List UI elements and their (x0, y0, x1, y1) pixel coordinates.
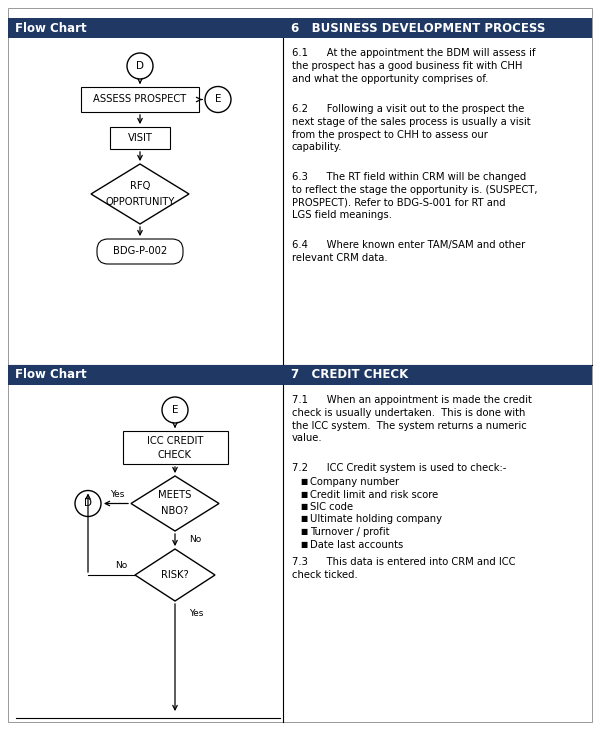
Text: 7.2      ICC Credit system is used to check:-: 7.2 ICC Credit system is used to check:- (292, 463, 506, 473)
Text: ICC CREDIT: ICC CREDIT (147, 436, 203, 445)
Text: 6.2      Following a visit out to the prospect the
next stage of the sales proce: 6.2 Following a visit out to the prospec… (292, 104, 530, 153)
Text: ■: ■ (300, 539, 307, 548)
Text: ■: ■ (300, 515, 307, 523)
Polygon shape (135, 549, 215, 601)
Text: Ultimate holding company: Ultimate holding company (310, 515, 442, 524)
FancyBboxPatch shape (110, 127, 170, 149)
Text: 7.1      When an appointment is made the credit
check is usually undertaken.  Th: 7.1 When an appointment is made the cred… (292, 395, 532, 443)
Text: VISIT: VISIT (128, 133, 152, 143)
Text: RISK?: RISK? (161, 570, 189, 580)
Text: BDG-P-002: BDG-P-002 (113, 247, 167, 256)
Text: D: D (136, 61, 144, 71)
Text: Flow Chart: Flow Chart (15, 369, 86, 382)
Text: RFQ: RFQ (130, 181, 150, 191)
FancyBboxPatch shape (8, 18, 592, 38)
Text: 7   CREDIT CHECK: 7 CREDIT CHECK (291, 369, 408, 382)
Text: Flow Chart: Flow Chart (15, 21, 86, 34)
Text: SIC code: SIC code (310, 502, 353, 512)
Text: 6.3      The RT field within CRM will be changed
to reflect the stage the opport: 6.3 The RT field within CRM will be chan… (292, 172, 538, 220)
FancyBboxPatch shape (81, 87, 199, 112)
Text: Date last accounts: Date last accounts (310, 539, 403, 550)
Text: OPPORTUNITY: OPPORTUNITY (106, 197, 175, 207)
Text: E: E (172, 405, 178, 415)
Text: ■: ■ (300, 490, 307, 499)
FancyBboxPatch shape (97, 239, 183, 264)
Text: ■: ■ (300, 477, 307, 486)
FancyBboxPatch shape (8, 365, 592, 385)
Text: Turnover / profit: Turnover / profit (310, 527, 389, 537)
Text: D: D (84, 499, 92, 509)
Text: ■: ■ (300, 527, 307, 536)
Circle shape (127, 53, 153, 79)
Polygon shape (131, 476, 219, 531)
Polygon shape (91, 164, 189, 224)
Text: No: No (115, 561, 127, 571)
Text: NBO?: NBO? (161, 507, 188, 517)
Circle shape (75, 491, 101, 517)
Text: Yes: Yes (110, 490, 124, 499)
Text: Company number: Company number (310, 477, 399, 487)
Text: 6.4      Where known enter TAM/SAM and other
relevant CRM data.: 6.4 Where known enter TAM/SAM and other … (292, 240, 525, 263)
Text: Credit limit and risk score: Credit limit and risk score (310, 490, 438, 499)
Text: 7.3      This data is entered into CRM and ICC
check ticked.: 7.3 This data is entered into CRM and IC… (292, 557, 515, 580)
Text: 6   BUSINESS DEVELOPMENT PROCESS: 6 BUSINESS DEVELOPMENT PROCESS (291, 21, 545, 34)
Text: No: No (189, 536, 201, 545)
Text: Yes: Yes (189, 609, 203, 618)
Text: E: E (215, 94, 221, 104)
Circle shape (162, 397, 188, 423)
FancyBboxPatch shape (122, 431, 227, 464)
Text: 6.1      At the appointment the BDM will assess if
the prospect has a good busin: 6.1 At the appointment the BDM will asse… (292, 48, 536, 84)
Text: ■: ■ (300, 502, 307, 511)
Text: MEETS: MEETS (158, 491, 191, 501)
FancyBboxPatch shape (8, 8, 592, 722)
Text: CHECK: CHECK (158, 450, 192, 459)
Circle shape (205, 86, 231, 112)
Text: ASSESS PROSPECT: ASSESS PROSPECT (94, 94, 187, 104)
